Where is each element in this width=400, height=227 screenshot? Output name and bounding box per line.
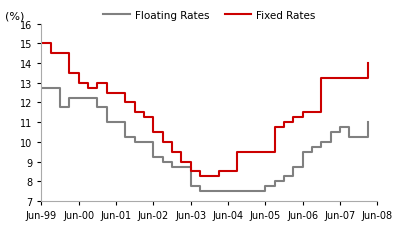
Line: Fixed Rates: Fixed Rates <box>42 44 368 177</box>
Floating Rates <box>160 160 165 163</box>
Fixed Rates <box>179 160 184 163</box>
Fixed Rates <box>198 175 202 178</box>
Y-axis label: (%): (%) <box>5 11 24 21</box>
Floating Rates <box>347 136 352 139</box>
Floating Rates <box>67 97 72 99</box>
Fixed Rates <box>188 170 193 173</box>
Fixed Rates <box>338 77 342 80</box>
Floating Rates <box>216 190 221 193</box>
Floating Rates <box>142 141 146 144</box>
Fixed Rates <box>48 52 53 55</box>
Floating Rates <box>338 126 342 129</box>
Fixed Rates <box>328 77 333 80</box>
Floating Rates <box>123 136 128 139</box>
Fixed Rates <box>244 151 249 153</box>
Fixed Rates <box>216 170 221 173</box>
Fixed Rates <box>151 131 156 134</box>
Fixed Rates <box>123 102 128 104</box>
Fixed Rates <box>67 72 72 75</box>
Fixed Rates <box>366 62 370 65</box>
Fixed Rates <box>272 126 277 129</box>
Fixed Rates <box>319 77 324 80</box>
Fixed Rates <box>132 111 137 114</box>
Floating Rates <box>263 185 268 188</box>
Floating Rates <box>95 106 100 109</box>
Floating Rates <box>291 165 296 168</box>
Floating Rates <box>226 190 230 193</box>
Fixed Rates <box>76 82 81 85</box>
Floating Rates <box>151 155 156 158</box>
Floating Rates <box>132 141 137 144</box>
Fixed Rates <box>39 43 44 45</box>
Fixed Rates <box>170 151 174 153</box>
Floating Rates <box>310 146 314 148</box>
Floating Rates <box>170 165 174 168</box>
Fixed Rates <box>263 151 268 153</box>
Floating Rates <box>282 175 286 178</box>
Floating Rates <box>188 185 193 188</box>
Fixed Rates <box>254 151 258 153</box>
Floating Rates <box>319 141 324 144</box>
Fixed Rates <box>310 111 314 114</box>
Floating Rates <box>198 190 202 193</box>
Fixed Rates <box>300 111 305 114</box>
Fixed Rates <box>95 82 100 85</box>
Fixed Rates <box>86 87 90 90</box>
Floating Rates <box>235 190 240 193</box>
Floating Rates <box>366 121 370 124</box>
Fixed Rates <box>291 116 296 119</box>
Fixed Rates <box>226 170 230 173</box>
Floating Rates <box>328 131 333 134</box>
Fixed Rates <box>347 77 352 80</box>
Floating Rates <box>254 190 258 193</box>
Floating Rates <box>58 106 62 109</box>
Floating Rates <box>104 121 109 124</box>
Fixed Rates <box>207 175 212 178</box>
Floating Rates <box>179 165 184 168</box>
Fixed Rates <box>282 121 286 124</box>
Floating Rates <box>244 190 249 193</box>
Fixed Rates <box>235 151 240 153</box>
Floating Rates <box>39 87 44 90</box>
Fixed Rates <box>58 52 62 55</box>
Floating Rates <box>48 87 53 90</box>
Line: Floating Rates: Floating Rates <box>42 88 368 191</box>
Fixed Rates <box>114 92 118 94</box>
Floating Rates <box>114 121 118 124</box>
Floating Rates <box>272 180 277 183</box>
Floating Rates <box>300 151 305 153</box>
Legend: Floating Rates, Fixed Rates: Floating Rates, Fixed Rates <box>99 7 320 25</box>
Floating Rates <box>207 190 212 193</box>
Fixed Rates <box>356 77 361 80</box>
Floating Rates <box>76 97 81 99</box>
Fixed Rates <box>160 141 165 144</box>
Floating Rates <box>86 97 90 99</box>
Fixed Rates <box>142 116 146 119</box>
Fixed Rates <box>104 92 109 94</box>
Floating Rates <box>356 136 361 139</box>
